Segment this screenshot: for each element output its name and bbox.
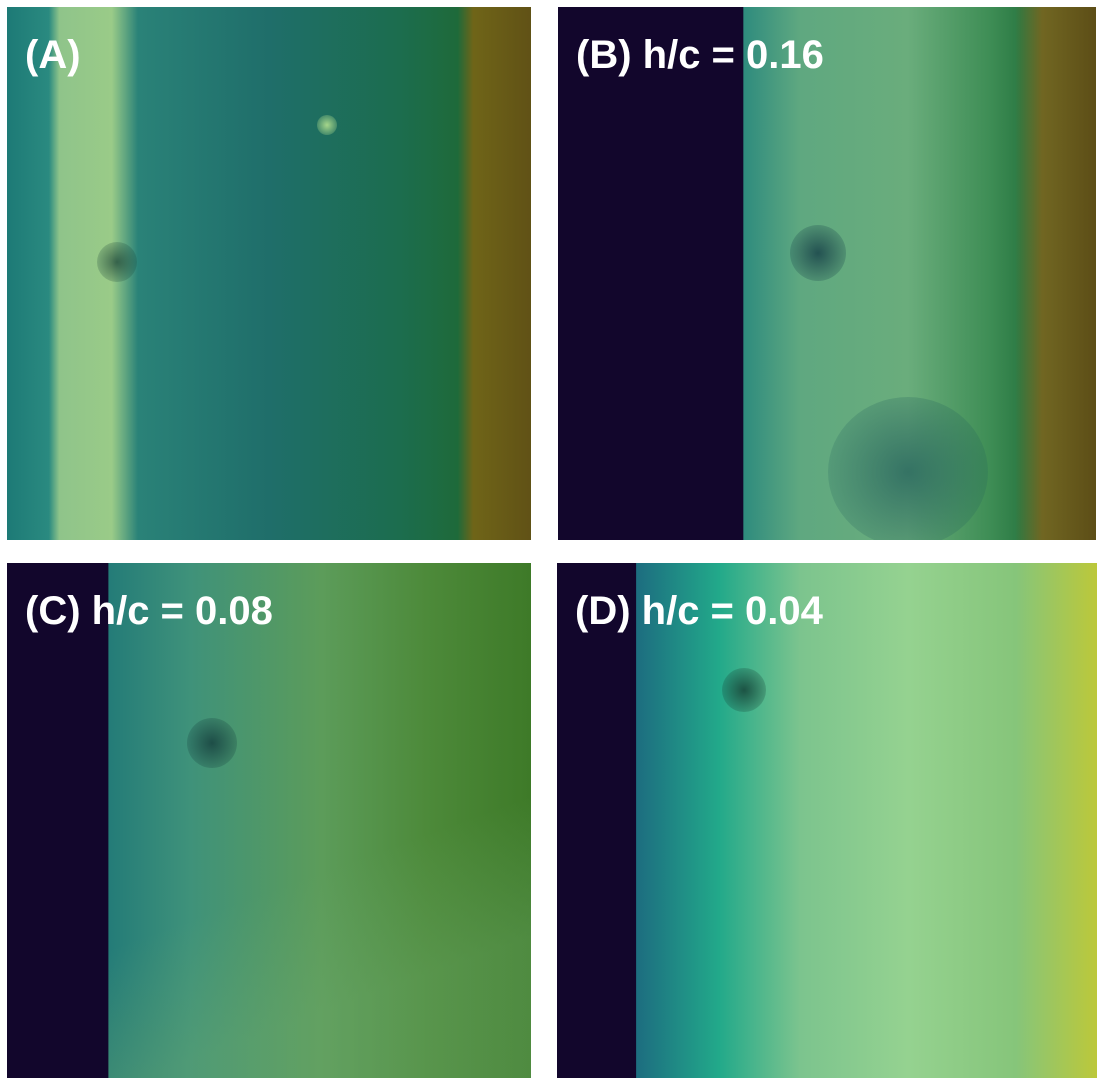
photo-panel: (A)	[7, 7, 531, 540]
panel-label: (A)	[25, 33, 81, 78]
shadow	[828, 397, 988, 540]
photo-panel: (D) h/c = 0.04	[557, 563, 1097, 1078]
panel-label: (B) h/c = 0.16	[576, 33, 824, 78]
particle	[97, 242, 137, 282]
particle	[187, 718, 237, 768]
photo-panel: (C) h/c = 0.08	[7, 563, 531, 1078]
panel-label: (C) h/c = 0.08	[25, 589, 273, 634]
panel-label: (D) h/c = 0.04	[575, 589, 823, 634]
particle	[317, 115, 337, 135]
figure: (A) (B) h/c = 0.16 (C) h/c = 0.08 (D) h/…	[0, 0, 1099, 1079]
particle	[722, 668, 766, 712]
photo-panel: (B) h/c = 0.16	[558, 7, 1096, 540]
particle	[790, 225, 846, 281]
